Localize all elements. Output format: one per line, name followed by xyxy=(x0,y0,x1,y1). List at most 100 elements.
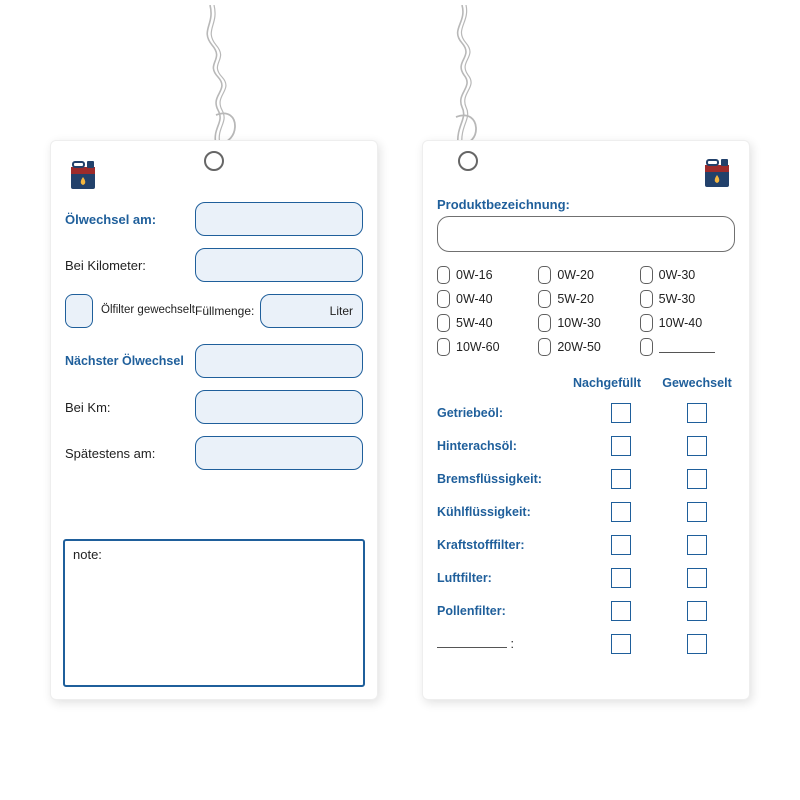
row-bei-kilometer: Bei Kilometer: xyxy=(65,245,363,285)
checkbox-gewechselt[interactable] xyxy=(687,568,707,588)
fluid-row: Getriebeöl: xyxy=(437,396,735,429)
oil-can-icon xyxy=(699,155,735,191)
fluid-row: Hinterachsöl: xyxy=(437,429,735,462)
viscosity-label: 5W-20 xyxy=(557,292,594,306)
viscosity-label: 0W-30 xyxy=(659,268,696,282)
checkbox-nachgefuellt[interactable] xyxy=(611,469,631,489)
fluid-label: Luftfilter: xyxy=(437,571,583,585)
checkbox-gewechselt[interactable] xyxy=(687,403,707,423)
viscosity-label: 0W-20 xyxy=(557,268,594,282)
viscosity-option[interactable]: 10W-30 xyxy=(538,314,633,332)
checkbox-icon xyxy=(538,290,551,308)
label-oelwechsel-am: Ölwechsel am: xyxy=(65,212,195,227)
input-naechster-oelwechsel[interactable] xyxy=(195,344,363,378)
card-back: Produktbezeichnung: 0W-16 0W-20 0W-30 0W-40… xyxy=(422,140,750,700)
viscosity-option[interactable]: 0W-30 xyxy=(640,266,735,284)
fluid-row: Kraftstofffilter: xyxy=(437,528,735,561)
label-naechster-oelwechsel: Nächster Ölwechsel xyxy=(65,354,195,368)
checkbox-nachgefuellt[interactable] xyxy=(611,634,631,654)
viscosity-label: 0W-40 xyxy=(456,292,493,306)
checkbox-gewechselt[interactable] xyxy=(687,634,707,654)
checkbox-nachgefuellt[interactable] xyxy=(611,403,631,423)
fluid-label: Hinterachsöl: xyxy=(437,439,583,453)
label-bei-km: Bei Km: xyxy=(65,400,195,415)
row-oelwechsel-am: Ölwechsel am: xyxy=(65,199,363,239)
input-bei-kilometer[interactable] xyxy=(195,248,363,282)
label-bei-kilometer: Bei Kilometer: xyxy=(65,258,195,273)
fluid-row: Luftfilter: xyxy=(437,561,735,594)
viscosity-label: 5W-40 xyxy=(456,316,493,330)
checkbox-icon xyxy=(437,338,450,356)
fluid-label: Kühlflüssigkeit: xyxy=(437,505,583,519)
oil-can-icon xyxy=(65,157,101,193)
row-filter-fuellmenge: Ölfilter gewechselt Füllmenge: Liter xyxy=(65,291,363,331)
fluid-label: Pollenfilter: xyxy=(437,604,583,618)
checkbox-icon xyxy=(437,314,450,332)
viscosity-option[interactable]: 0W-20 xyxy=(538,266,633,284)
viscosity-option[interactable]: 5W-20 xyxy=(538,290,633,308)
viscosity-label: 0W-16 xyxy=(456,268,493,282)
oelfilter-gewechselt-group: Ölfilter gewechselt xyxy=(65,291,195,331)
row-naechster-oelwechsel: Nächster Ölwechsel xyxy=(65,341,363,381)
input-oelwechsel-am[interactable] xyxy=(195,202,363,236)
viscosity-option-custom[interactable] xyxy=(640,338,735,356)
viscosity-option[interactable]: 10W-60 xyxy=(437,338,532,356)
viscosity-option[interactable]: 20W-50 xyxy=(538,338,633,356)
viscosity-option[interactable]: 0W-40 xyxy=(437,290,532,308)
viscosity-grid: 0W-16 0W-20 0W-30 0W-40 5W-20 5W-30 5W-40 10W-3… xyxy=(437,266,735,356)
checkbox-oelfilter-gewechselt[interactable] xyxy=(65,294,93,328)
checkbox-gewechselt[interactable] xyxy=(687,502,707,522)
viscosity-option[interactable]: 10W-40 xyxy=(640,314,735,332)
label-spaetestens-am: Spätestens am: xyxy=(65,446,195,461)
input-spaetestens-am[interactable] xyxy=(195,436,363,470)
row-bei-km: Bei Km: xyxy=(65,387,363,427)
checkbox-icon xyxy=(640,266,653,284)
back-body: Produktbezeichnung: 0W-16 0W-20 0W-30 0W-40… xyxy=(437,197,735,660)
row-spaetestens-am: Spätestens am: xyxy=(65,433,363,473)
checkbox-nachgefuellt[interactable] xyxy=(611,502,631,522)
wire-right xyxy=(412,5,512,155)
fluid-row-custom: : xyxy=(437,627,735,660)
checkbox-icon xyxy=(538,314,551,332)
fluid-row: Kühlflüssigkeit: xyxy=(437,495,735,528)
checkbox-icon xyxy=(538,266,551,284)
fluid-label: Kraftstofffilter: xyxy=(437,538,583,552)
header-gewechselt: Gewechselt xyxy=(659,376,735,390)
viscosity-option[interactable]: 0W-16 xyxy=(437,266,532,284)
tag-hole xyxy=(458,151,478,171)
checkbox-nachgefuellt[interactable] xyxy=(611,568,631,588)
column-headers: Nachgefüllt Gewechselt xyxy=(437,376,735,390)
checkbox-icon xyxy=(640,290,653,308)
label-oelfilter-gewechselt: Ölfilter gewechselt xyxy=(101,304,195,317)
viscosity-label: 10W-30 xyxy=(557,316,601,330)
card-front: Ölwechsel am: Bei Kilometer: Ölfilter ge… xyxy=(50,140,378,700)
label-note: note: xyxy=(73,547,102,562)
label-produktbezeichnung: Produktbezeichnung: xyxy=(437,197,735,212)
wire-left xyxy=(170,5,270,155)
unit-liter: Liter xyxy=(330,304,353,318)
viscosity-option[interactable]: 5W-40 xyxy=(437,314,532,332)
fluid-row: Pollenfilter: xyxy=(437,594,735,627)
checkbox-nachgefuellt[interactable] xyxy=(611,601,631,621)
viscosity-option[interactable]: 5W-30 xyxy=(640,290,735,308)
checkbox-icon xyxy=(437,290,450,308)
note-box[interactable]: note: xyxy=(63,539,365,687)
input-bei-km[interactable] xyxy=(195,390,363,424)
fluid-list: Getriebeöl: Hinterachsöl: Bremsflüssigkeit… xyxy=(437,396,735,660)
front-body: Ölwechsel am: Bei Kilometer: Ölfilter ge… xyxy=(65,199,363,473)
checkbox-gewechselt[interactable] xyxy=(687,436,707,456)
label-fuellmenge: Füllmenge: xyxy=(195,304,254,318)
checkbox-gewechselt[interactable] xyxy=(687,535,707,555)
input-produktbezeichnung[interactable] xyxy=(437,216,735,252)
checkbox-gewechselt[interactable] xyxy=(687,469,707,489)
tag-hole xyxy=(204,151,224,171)
fluid-label-blank: : xyxy=(437,637,583,651)
viscosity-label: 10W-40 xyxy=(659,316,703,330)
checkbox-nachgefuellt[interactable] xyxy=(611,535,631,555)
checkbox-gewechselt[interactable] xyxy=(687,601,707,621)
fluid-label: Bremsflüssigkeit: xyxy=(437,472,583,486)
checkbox-icon xyxy=(437,266,450,284)
checkbox-icon xyxy=(640,314,653,332)
checkbox-icon xyxy=(640,338,653,356)
checkbox-nachgefuellt[interactable] xyxy=(611,436,631,456)
